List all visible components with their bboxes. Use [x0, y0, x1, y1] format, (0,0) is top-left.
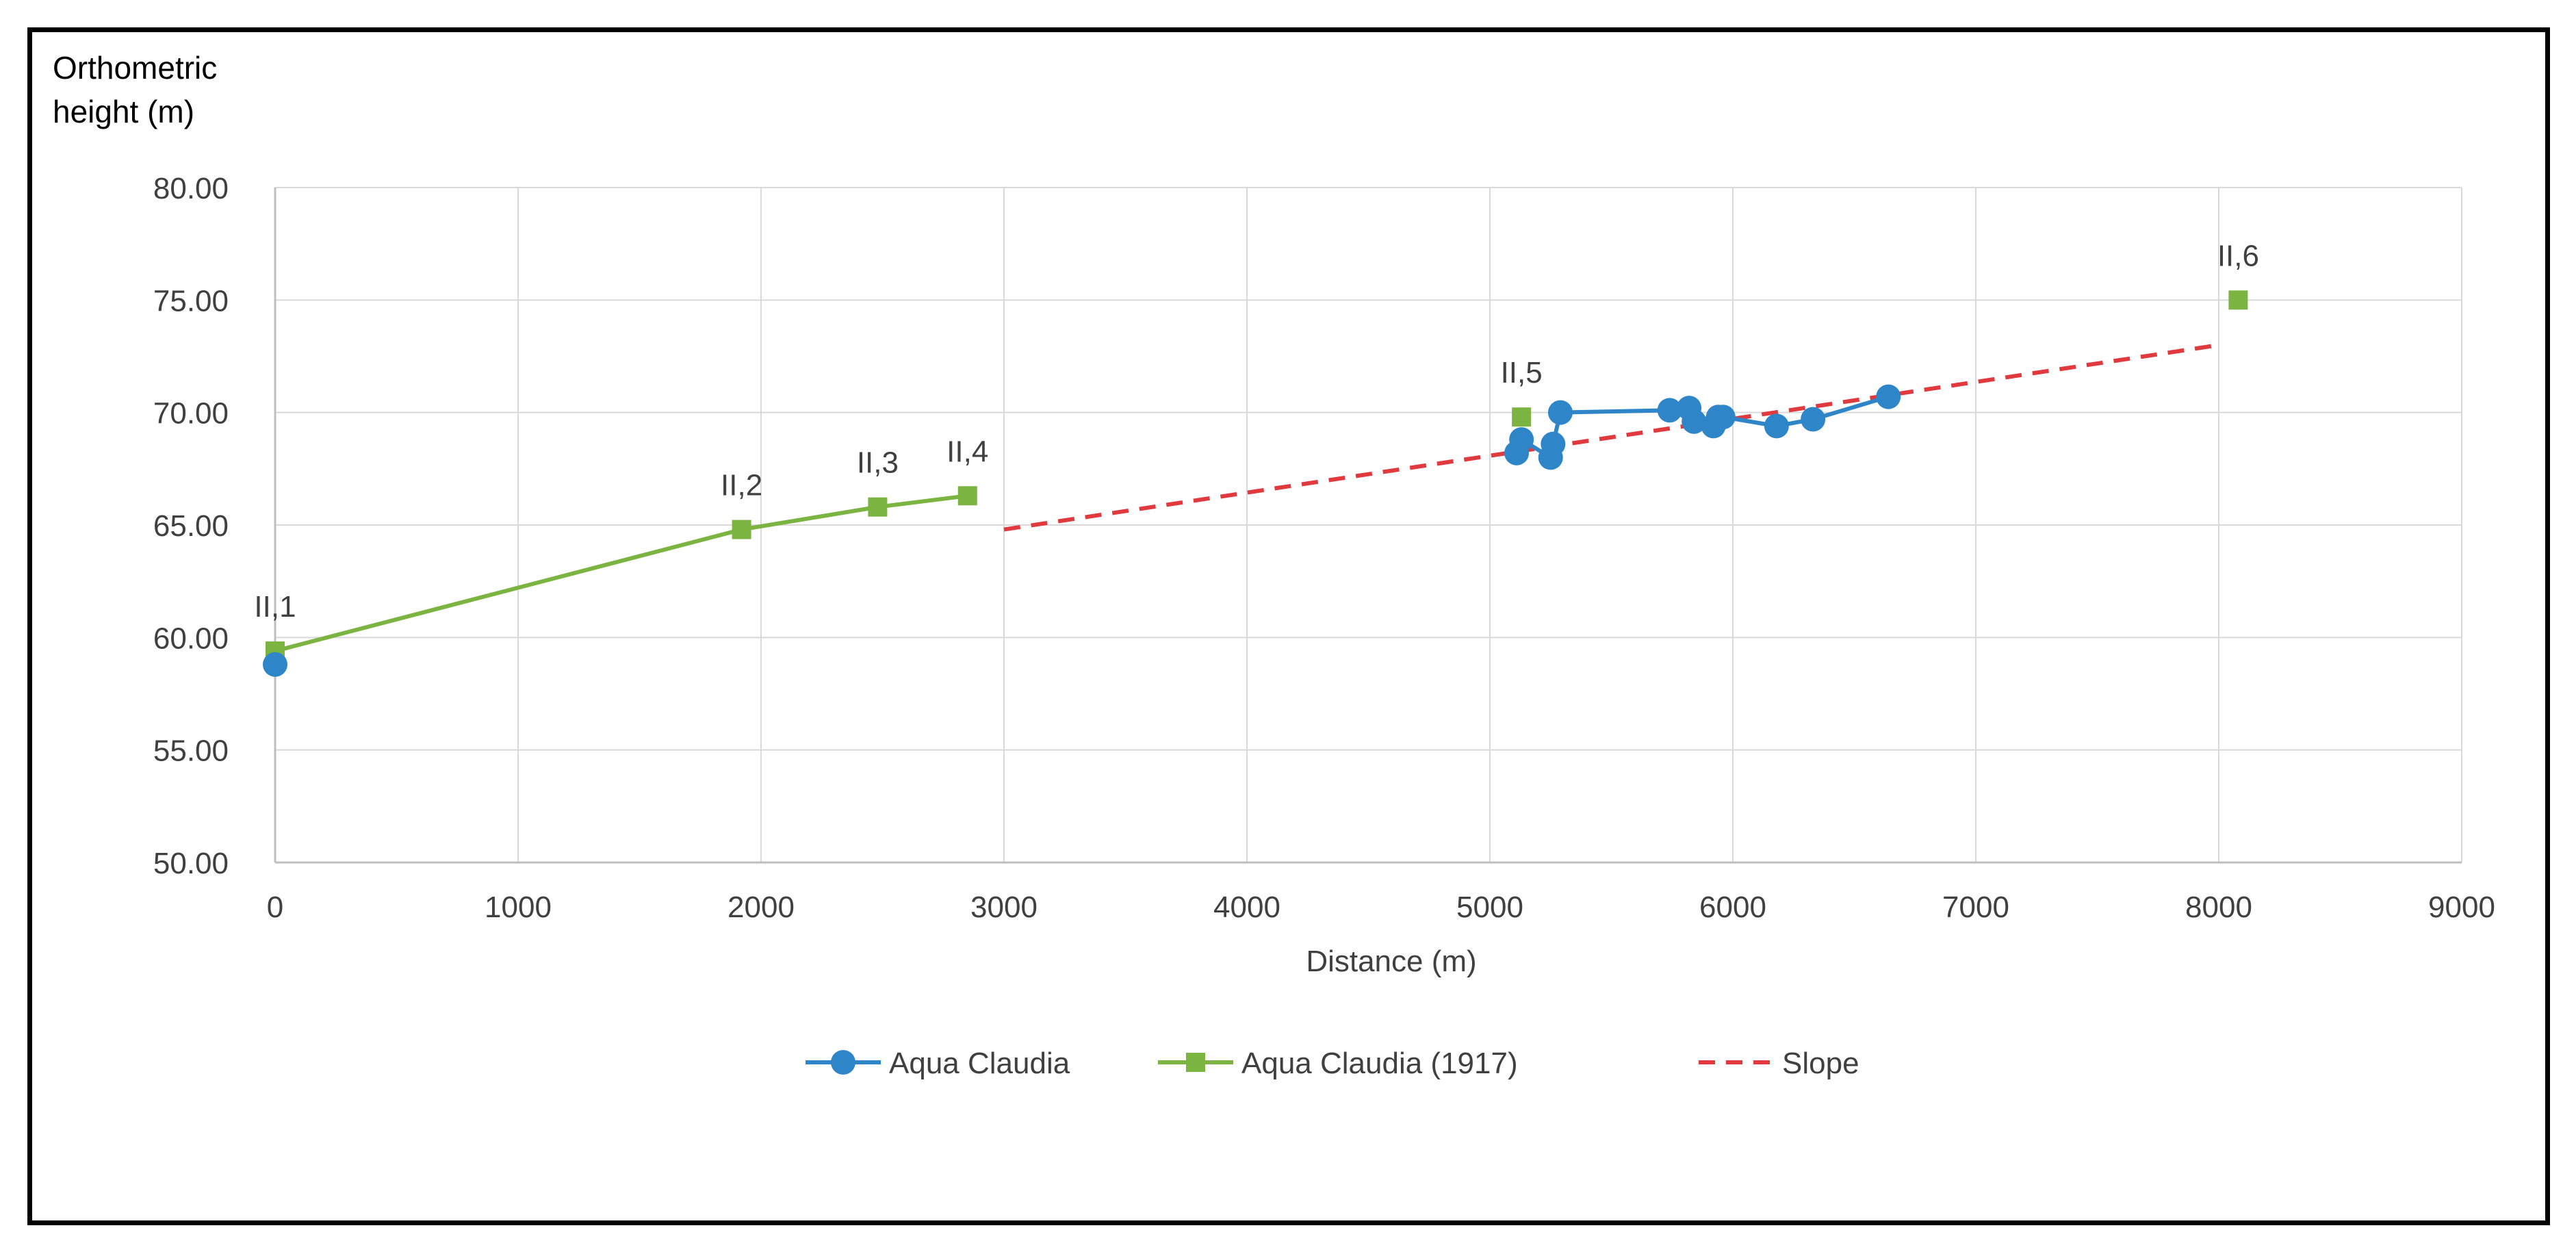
data-point-aqua-claudia [1764, 413, 1789, 439]
x-tick-label: 5000 [1456, 891, 1523, 924]
series-line-slope [1003, 343, 2219, 532]
data-point-aqua-claudia [1710, 405, 1736, 430]
data-label: II,1 [254, 590, 296, 624]
x-tick-label: 3000 [970, 891, 1038, 924]
chart-svg: Orthometric height (m) 0 1000 2000 3000 4000… [53, 50, 2495, 1080]
point-label-layer: II,1 II,2 II,3 II,4 II,5 II,6 [254, 239, 2259, 624]
grid-layer [274, 187, 2462, 863]
data-point-aqua-claudia [1509, 427, 1534, 452]
data-point-aqua-claudia-1917 [868, 497, 888, 517]
x-tick-label: 9000 [2428, 891, 2495, 924]
legend-label: Aqua Claudia [889, 1047, 1070, 1080]
data-point-aqua-claudia-1917 [957, 486, 977, 506]
y-tick-label: 55.00 [153, 734, 229, 768]
data-point-aqua-claudia [1547, 400, 1573, 425]
data-label: II,6 [2217, 239, 2259, 272]
chart-frame: Orthometric height (m) 0 1000 2000 3000 4000… [27, 27, 2550, 1225]
x-tick-label: 6000 [1699, 891, 1766, 924]
data-point-aqua-claudia-1917 [1512, 407, 1532, 427]
x-tick-label: 8000 [2185, 891, 2252, 924]
x-tick-label: 2000 [727, 891, 795, 924]
y-tick-label: 70.00 [153, 397, 229, 431]
legend-label: Slope [1782, 1047, 1859, 1080]
x-axis-title: Distance (m) [1306, 945, 1476, 978]
data-point-aqua-claudia [1682, 409, 1707, 434]
data-label: II,5 [1501, 356, 1543, 389]
x-tick-label: 4000 [1213, 891, 1280, 924]
data-point-aqua-claudia [1657, 398, 1682, 423]
legend-label: Aqua Claudia (1917) [1241, 1047, 1518, 1080]
axis-layer: 0 1000 2000 3000 4000 5000 6000 7000 8000 9000 50.… [153, 172, 2495, 924]
x-tick-label: 1000 [485, 891, 552, 924]
data-point-aqua-claudia [1876, 384, 1901, 409]
data-label: II,3 [857, 446, 899, 480]
legend-swatch-marker [1186, 1053, 1205, 1072]
y-tick-label: 75.00 [153, 284, 229, 318]
data-point-aqua-claudia [1541, 431, 1566, 457]
series-layer [263, 290, 2248, 677]
y-tick-label: 80.00 [153, 172, 229, 205]
y-axis-label-line-2: height (m) [53, 94, 194, 129]
data-point-aqua-claudia-1917 [2228, 290, 2248, 310]
data-point-aqua-claudia [263, 652, 287, 677]
y-tick-label: 60.00 [153, 622, 229, 655]
legend-swatch-marker [831, 1050, 855, 1075]
y-tick-label: 50.00 [153, 847, 229, 880]
y-axis-label-line-1: Orthometric [53, 50, 217, 86]
series-line-aqua-claudia-1917 [274, 494, 968, 653]
data-label: II,4 [946, 435, 988, 468]
y-tick-label: 65.00 [153, 509, 229, 543]
data-point-aqua-claudia-1917 [732, 520, 751, 539]
data-point-aqua-claudia [1801, 407, 1826, 432]
x-tick-label: 7000 [1942, 891, 2009, 924]
x-tick-label: 0 [267, 891, 283, 924]
legend: Aqua Claudia Aqua Claudia (1917) Slope [806, 1047, 1859, 1080]
data-label: II,2 [721, 469, 762, 502]
